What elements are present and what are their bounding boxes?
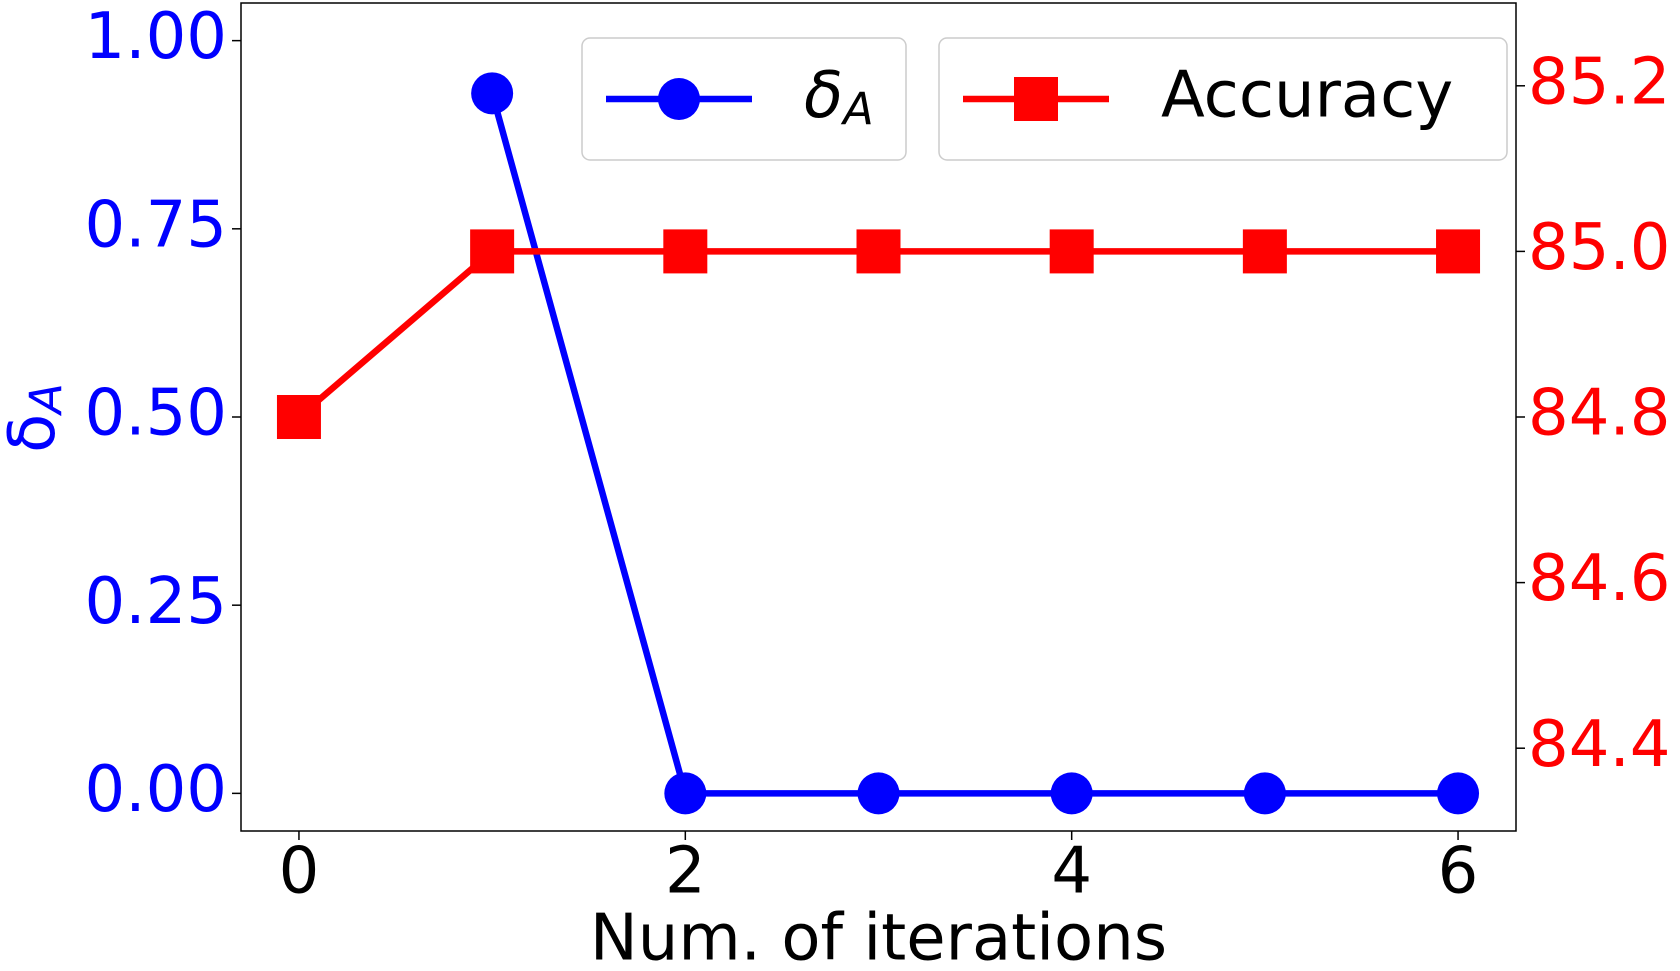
x-tick-label: 0 bbox=[279, 835, 320, 909]
y-tick-label: 1.00 bbox=[85, 0, 228, 74]
x-tick-label: 4 bbox=[1051, 835, 1092, 909]
y2-tick-label: 85.2 bbox=[1528, 45, 1671, 119]
data-point bbox=[470, 229, 515, 274]
x-tick-label: 2 bbox=[665, 835, 706, 909]
data-point bbox=[1050, 772, 1093, 815]
data-point bbox=[857, 772, 900, 815]
data-point bbox=[1243, 772, 1286, 815]
data-point bbox=[471, 72, 514, 115]
data-point bbox=[1049, 229, 1094, 274]
y-tick-label: 0.75 bbox=[85, 188, 228, 262]
y-tick-label: 0.50 bbox=[85, 377, 228, 451]
data-point bbox=[1436, 229, 1481, 274]
series-line bbox=[489, 92, 1459, 797]
data-point bbox=[664, 772, 707, 815]
x-axis-label: Num. of iterations bbox=[590, 902, 1167, 971]
y2-tick-label: 85.0 bbox=[1528, 211, 1671, 285]
series-line bbox=[296, 248, 1459, 420]
legend-label: Accuracy bbox=[1161, 59, 1453, 133]
x-tick-label: 6 bbox=[1438, 835, 1479, 909]
y2-tick-label: 84.8 bbox=[1528, 377, 1671, 451]
data-point bbox=[1242, 229, 1287, 274]
legend-marker bbox=[658, 78, 700, 120]
y-axis-label: δA bbox=[0, 383, 72, 453]
legend-label: δA bbox=[804, 59, 874, 136]
y-tick-label: 0.25 bbox=[85, 565, 228, 639]
data-point bbox=[1437, 772, 1480, 815]
y2-tick-label: 84.4 bbox=[1528, 708, 1671, 782]
data-point bbox=[663, 229, 708, 274]
legend-marker bbox=[1014, 77, 1058, 121]
y-tick-label: 0.00 bbox=[85, 753, 228, 827]
legend-box bbox=[938, 37, 1508, 161]
data-point bbox=[276, 395, 321, 439]
data-point bbox=[856, 229, 901, 274]
y2-tick-label: 84.6 bbox=[1528, 542, 1671, 616]
